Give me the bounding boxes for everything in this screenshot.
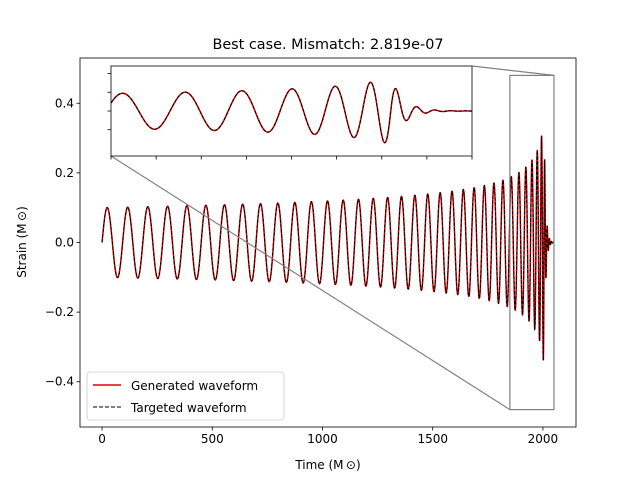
zoom-region-box (509, 74, 555, 411)
inset-plot (107, 65, 473, 160)
main-lines-group (101, 135, 555, 361)
zoom-connector-line (110, 155, 511, 411)
y-tick-label: 0.4 (55, 96, 74, 110)
legend-label-generated: Generated waveform (131, 379, 258, 393)
x-tick-label: 1500 (417, 432, 448, 446)
inset-background (111, 66, 472, 156)
chart-title: Best case. Mismatch: 2.819e-07 (212, 37, 443, 53)
x-tick-label: 0 (98, 432, 106, 446)
x-tick-label: 500 (201, 432, 224, 446)
x-axis-ticks: 0 500 1000 1500 2000 (98, 427, 558, 446)
inset-ticks (107, 73, 473, 160)
zoom-indicator (110, 65, 555, 411)
y-axis-label: Strain (M ⊙) (15, 206, 29, 278)
y-tick-label: 0.2 (55, 166, 74, 180)
x-axis-label: Time (M ⊙) (294, 458, 360, 472)
x-tick-label: 1000 (307, 432, 338, 446)
inset-series-targeted-line (111, 81, 472, 144)
y-tick-label: −0.2 (45, 305, 74, 319)
series-generated-line (101, 135, 555, 361)
y-axis-ticks: −0.4 −0.2 0.0 0.2 0.4 (45, 96, 80, 389)
legend-box (86, 371, 285, 421)
y-tick-label: 0.0 (55, 236, 74, 250)
main-plot-area: 0 500 1000 1500 2000 −0.4 −0.2 0.0 0.2 0.4 (45, 57, 577, 446)
x-tick-label: 2000 (528, 432, 559, 446)
y-tick-label: −0.4 (45, 375, 74, 389)
inset-lines-group (111, 81, 472, 144)
legend: Generated waveform Targeted waveform (86, 371, 285, 421)
legend-label-targeted: Targeted waveform (130, 401, 247, 415)
zoom-connector-line (471, 65, 555, 77)
